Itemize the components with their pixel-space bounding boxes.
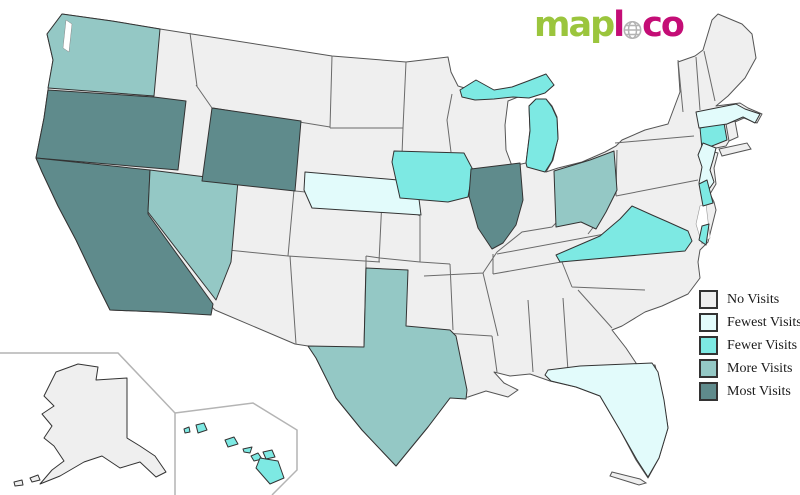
legend-swatch-fewer: [699, 336, 718, 355]
state-HI: [183, 426, 191, 434]
legend-swatch-more: [699, 359, 718, 378]
legend-label-most: Most Visits: [727, 383, 791, 399]
state-AK: [13, 479, 24, 487]
state-IL: [468, 162, 524, 250]
state-WA: [46, 13, 161, 97]
legend-swatch-most: [699, 382, 718, 401]
florida-keys: [609, 471, 648, 486]
state-TX: [307, 267, 468, 467]
legend-item-fewer: Fewer Visits: [699, 334, 800, 357]
state-IA: [391, 150, 474, 203]
state-WY: [201, 107, 302, 192]
maploco-logo[interactable]: map l co: [534, 5, 685, 45]
logo-text-co: co: [642, 5, 685, 45]
state-OH: [553, 150, 618, 230]
alaska-inset-border: [0, 352, 176, 495]
state-VA: [698, 223, 710, 246]
legend-label-fewer: Fewer Visits: [727, 337, 798, 353]
legend-item-more: More Visits: [699, 357, 800, 380]
state-MI: [459, 73, 555, 101]
state-VA: [555, 205, 693, 263]
state-HI: [224, 436, 239, 448]
state-AK: [29, 474, 41, 483]
logo-text-l: l: [613, 5, 625, 45]
state-HI: [255, 457, 285, 485]
state-NJ: [697, 142, 717, 193]
legend-label-fewest: Fewest Visits: [727, 314, 800, 330]
long-island: [718, 142, 752, 157]
state-HI: [262, 449, 276, 460]
legend-label-no: No Visits: [727, 291, 780, 307]
state-MI: [525, 98, 559, 173]
visits-legend: No Visits Fewest Visits Fewer Visits More V…: [699, 288, 800, 403]
puget-sound: [62, 19, 73, 53]
logo-text-map: map: [534, 5, 615, 45]
state-HI: [242, 446, 253, 454]
globe-icon: [623, 21, 642, 39]
state-MA: [695, 103, 761, 129]
hawaii-inset-border: [174, 402, 298, 495]
state-AK: [39, 363, 167, 485]
legend-item-most: Most Visits: [699, 380, 800, 403]
state-OR: [35, 89, 187, 171]
legend-item-fewest: Fewest Visits: [699, 311, 800, 334]
legend-item-no: No Visits: [699, 288, 800, 311]
state-HI: [195, 422, 208, 434]
state-DE: [698, 179, 714, 207]
legend-swatch-no: [699, 290, 718, 309]
legend-label-more: More Visits: [727, 360, 793, 376]
state-borders: [189, 32, 716, 373]
legend-swatch-fewest: [699, 313, 718, 332]
state-FL: [544, 362, 669, 478]
